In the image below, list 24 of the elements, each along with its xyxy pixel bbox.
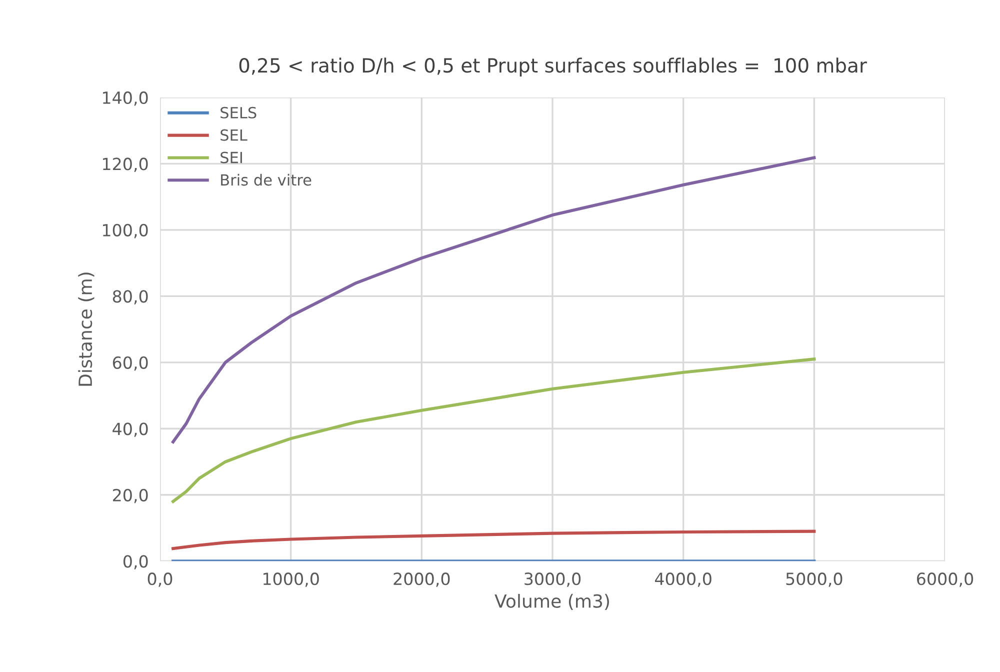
legend-label: SEL: [220, 129, 248, 141]
x-tick-label: 3000,0: [524, 572, 581, 587]
legend-label: Bris de vitre: [221, 174, 312, 186]
line-series: [172, 530, 816, 550]
y-tick-label: 100,0: [103, 224, 148, 238]
x-tick-label: 0,0: [148, 572, 172, 587]
legend-label: SEI: [220, 152, 242, 164]
y-tick-label: 60,0: [112, 356, 148, 371]
x-tick-label: 6000,0: [917, 572, 974, 587]
x-tick-label: 5000,0: [786, 572, 842, 587]
y-tick-label: 140,0: [103, 91, 148, 106]
line-series: [172, 358, 816, 504]
y-tick-label: 120,0: [103, 158, 148, 172]
y-tick-label: 0,0: [123, 555, 148, 570]
y-tick-label: 20,0: [113, 488, 148, 504]
y-tick-label: 40,0: [112, 422, 148, 437]
chart-title: 0,25 < ratio D/h < 0,5 et Prupt surfaces soufflables = 100 mbar: [239, 58, 867, 76]
y-tick-label: 80,0: [112, 290, 148, 304]
x-tick-label: 4000,0: [654, 572, 712, 587]
x-axis-title: Volume (m3): [494, 594, 609, 610]
x-tick-label: 2000,0: [394, 572, 450, 587]
legend-label: SELS: [220, 106, 256, 118]
y-axis-title: Distance (m): [78, 272, 94, 386]
x-tick-label: 1000,0: [264, 572, 319, 587]
